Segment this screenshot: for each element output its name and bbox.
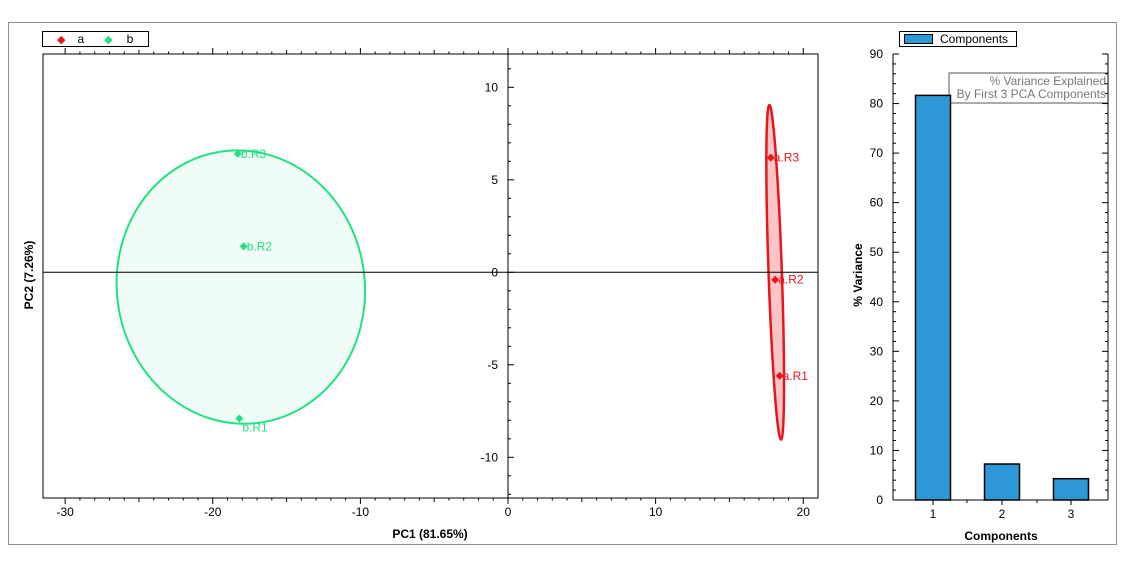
variance-annotation-box xyxy=(948,72,1109,104)
point-label-b.R2: b.R2 xyxy=(247,239,273,253)
data-point-a.R1 xyxy=(775,371,784,380)
data-point-b.R1 xyxy=(235,414,244,423)
bar-y-axis-title: % Variance xyxy=(851,243,865,307)
bar-y-tick-label: 70 xyxy=(870,146,884,160)
bar-legend: Components xyxy=(899,31,1017,47)
bar-y-tick-label: 50 xyxy=(870,245,884,259)
scatter-y-tick-label: -5 xyxy=(487,358,498,372)
bar-y-tick-label: 30 xyxy=(870,344,884,358)
bar-x-tick-label: 1 xyxy=(930,507,937,521)
scatter-x-tick-label: 10 xyxy=(649,505,663,519)
point-label-a.R3: a.R3 xyxy=(774,151,800,165)
legend-swatch-components xyxy=(904,34,933,44)
scatter-y-tick-label: 0 xyxy=(491,265,498,279)
scatter-x-tick-label: 20 xyxy=(797,505,811,519)
bar-y-tick-label: 80 xyxy=(870,97,884,111)
legend-label-components: Components xyxy=(940,32,1009,46)
bar-y-tick-label: 90 xyxy=(870,47,884,61)
point-label-b.R3: b.R3 xyxy=(241,147,267,161)
legend-marker-a: ◆ xyxy=(57,33,66,46)
scatter-y-tick-label: -10 xyxy=(481,450,499,464)
bar-x-tick-label: 3 xyxy=(1068,507,1075,521)
bar-x-tick-label: 2 xyxy=(999,507,1006,521)
scatter-y-axis-title: PC2 (7.26%) xyxy=(22,241,36,310)
bar-y-tick-label: 10 xyxy=(870,443,884,457)
scatter-legend: ◆ a ◆ b xyxy=(42,31,149,47)
bar-y-tick-label: 60 xyxy=(870,196,884,210)
legend-marker-b: ◆ xyxy=(104,33,113,46)
point-label-a.R2: a.R2 xyxy=(778,273,804,287)
legend-label-b: b xyxy=(126,32,134,46)
variance-annotation-line-2: By First 3 PCA Components xyxy=(957,87,1106,101)
data-point-a.R3 xyxy=(766,153,775,162)
scatter-y-tick-label: 5 xyxy=(491,173,498,187)
bar-y-tick-label: 0 xyxy=(876,493,883,507)
data-point-a.R2 xyxy=(771,275,780,284)
point-label-b.R1: b.R1 xyxy=(242,420,268,434)
chart-frame xyxy=(8,22,1117,545)
bar-x-axis-title: Components xyxy=(964,529,1038,543)
scatter-x-tick-label: -20 xyxy=(204,505,222,519)
bar-y-tick-label: 20 xyxy=(870,394,884,408)
scatter-y-tick-label: 10 xyxy=(485,80,499,94)
scatter-x-tick-label: -30 xyxy=(56,505,74,519)
legend-label-a: a xyxy=(77,32,85,46)
bar-component-2 xyxy=(983,463,1021,501)
point-label-a.R1: a.R1 xyxy=(783,369,809,383)
confidence-ellipse-b xyxy=(115,149,367,425)
scatter-x-axis-title: PC1 (81.65%) xyxy=(392,527,467,541)
data-point-b.R3 xyxy=(233,149,242,158)
variance-annotation-line-1: % Variance Explained xyxy=(989,74,1106,88)
bar-y-tick-label: 40 xyxy=(870,295,884,309)
scatter-x-tick-label: -10 xyxy=(352,505,370,519)
scatter-x-tick-label: 0 xyxy=(505,505,512,519)
data-point-b.R2 xyxy=(239,242,248,251)
bar-component-1 xyxy=(914,94,952,501)
scatter-plot-area xyxy=(42,53,819,499)
bar-component-3 xyxy=(1052,477,1090,501)
